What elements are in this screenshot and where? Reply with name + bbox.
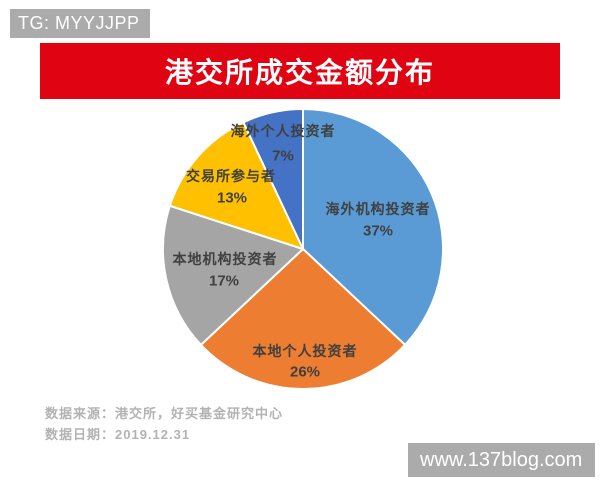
pie-slice <box>302 108 445 346</box>
data-date-line: 数据日期：2019.12.31 <box>45 427 191 442</box>
page-title: 港交所成交金额分布 <box>164 57 435 88</box>
slice-pct-exchange-participants: 13% <box>216 189 248 207</box>
website-badge: www.137blog.com <box>408 443 595 477</box>
slice-label-exchange-participants: 交易所参与者 <box>186 168 276 184</box>
slice-label-overseas-individual: 海外个人投资者 <box>230 123 336 139</box>
slice-pct-overseas-individual: 7% <box>272 147 294 165</box>
slice-pct-local-individual: 26% <box>289 363 321 381</box>
data-source-note: 数据来源：港交所，好买基金研究中心 数据日期：2019.12.31 <box>45 403 283 445</box>
slice-pct-overseas-institutional: 37% <box>362 222 394 240</box>
chart-title-banner: 港交所成交金额分布 <box>40 43 560 99</box>
pie-slice <box>162 204 304 346</box>
pie-slice <box>199 248 407 391</box>
pie-slice <box>242 108 304 250</box>
slice-label-local-individual: 本地个人投资者 <box>252 343 358 359</box>
slice-label-local-institutional: 本地机构投资者 <box>172 251 278 267</box>
data-source-line: 数据来源：港交所，好买基金研究中心 <box>45 406 284 421</box>
tg-contact-badge: TG: MYYJJPP <box>10 9 150 38</box>
pie-slice <box>168 121 304 250</box>
slice-label-overseas-institutional: 海外机构投资者 <box>325 201 431 217</box>
slice-pct-local-institutional: 17% <box>208 272 240 290</box>
